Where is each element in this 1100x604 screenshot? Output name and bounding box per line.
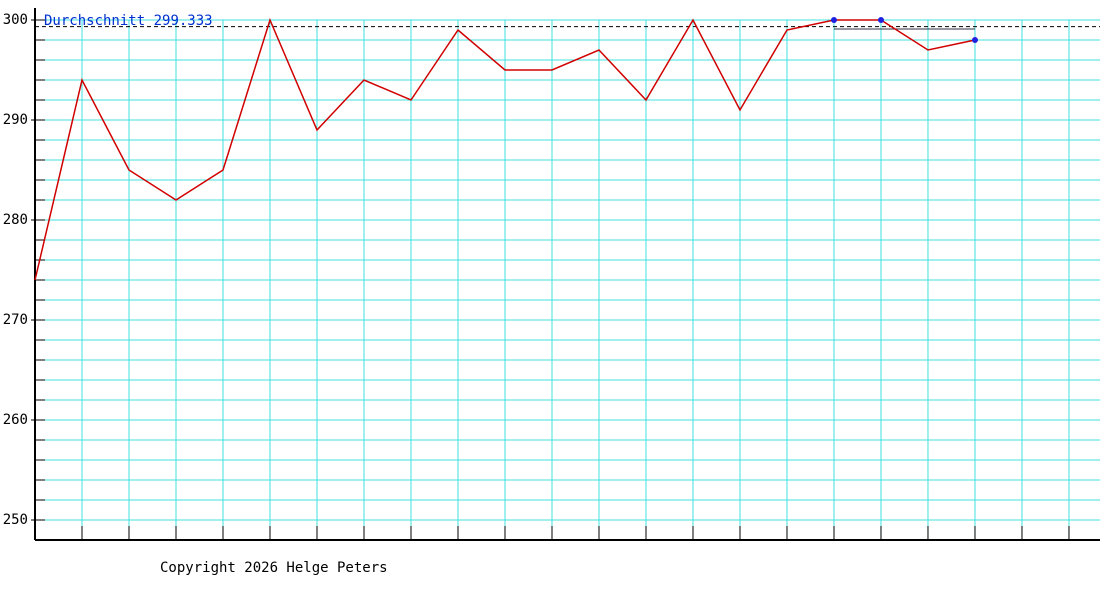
highlight-point — [971, 37, 978, 43]
y-tick-label: 300 — [3, 12, 28, 28]
average-label: Durchschnitt — [44, 13, 145, 29]
y-tick-label: 250 — [3, 512, 28, 528]
highlight-point — [877, 17, 884, 23]
highlight-point — [830, 17, 837, 23]
y-tick-label: 290 — [3, 112, 28, 128]
grid: 250 260 270 280 290 300 — [3, 8, 1100, 541]
average-annotation: Durchschnitt 299.333 — [44, 13, 213, 29]
average-value: 299.333 — [154, 13, 213, 29]
series-line — [34, 17, 976, 281]
y-tick-label: 260 — [3, 412, 28, 428]
y-tick-label: 280 — [3, 212, 28, 228]
y-tick-label: 270 — [3, 312, 28, 328]
marks — [34, 17, 1100, 281]
footer: Copyright 2026 Helge Peters — [160, 560, 388, 576]
